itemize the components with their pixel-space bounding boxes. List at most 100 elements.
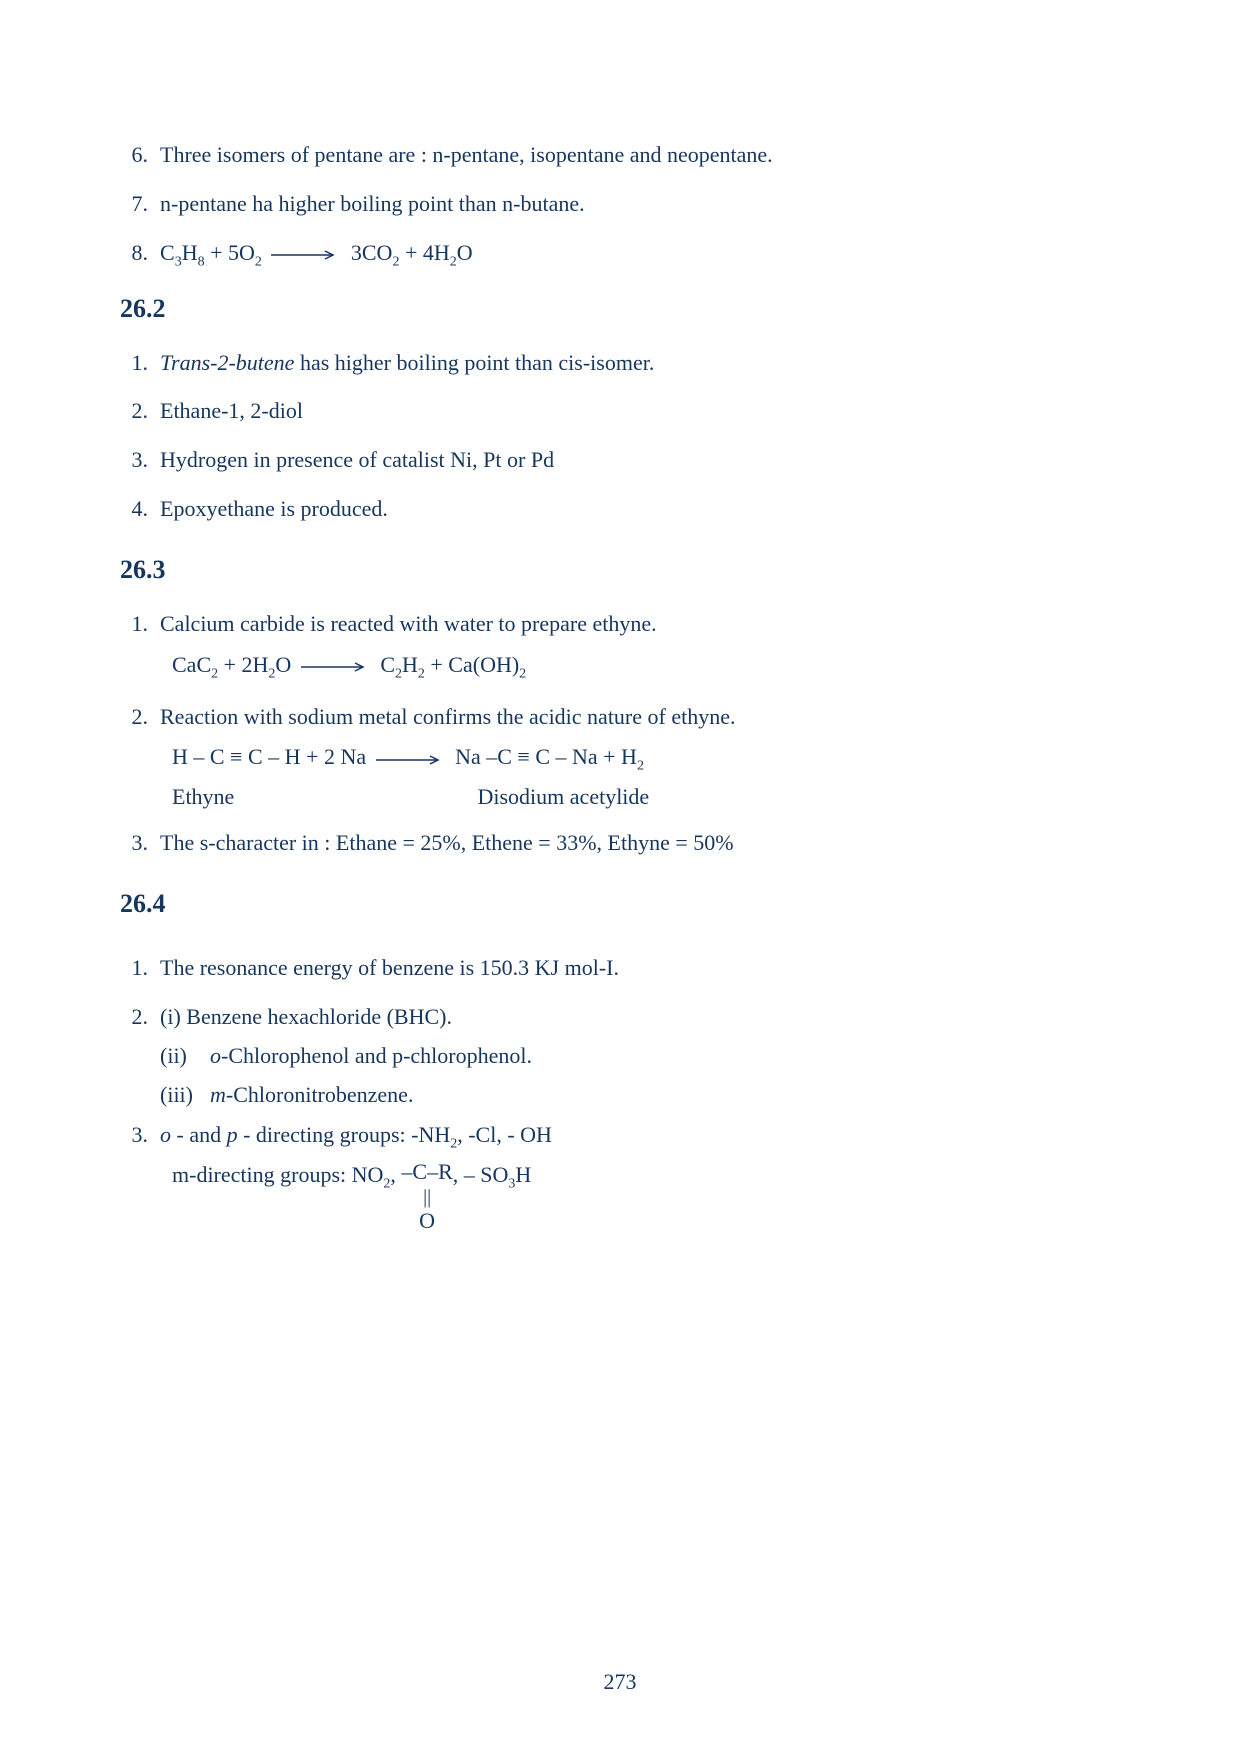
subscript: 2	[395, 666, 402, 681]
structure-bond: ||	[423, 1186, 431, 1208]
equation-labels: Ethyne Disodium acetylide	[172, 784, 1120, 810]
text-part: has higher boiling point than cis-isomer…	[294, 350, 654, 375]
eq-part: O	[275, 652, 296, 677]
chemical-equation: CaC2 + 2H2O C2H2 + Ca(OH)2	[172, 650, 1120, 684]
label-text: Ethyne	[172, 784, 472, 810]
text-part: , -Cl, - OH	[457, 1122, 552, 1147]
list-item: 1. Calcium carbide is reacted with water…	[120, 609, 1120, 684]
eq-part: C	[380, 652, 395, 677]
text-part: - and	[171, 1122, 227, 1147]
item-text: Trans-2-butene has higher boiling point …	[160, 348, 654, 379]
arrow-icon	[271, 239, 341, 270]
section-264-list: 1. The resonance energy of benzene is 15…	[120, 953, 1120, 1233]
item-text: Reaction with sodium metal confirms the …	[160, 702, 736, 733]
item-number: 2.	[120, 1004, 160, 1030]
item-number: 2.	[120, 398, 160, 424]
item-number: 1.	[120, 350, 160, 376]
item-number: 7.	[120, 191, 160, 217]
italic-term: o	[160, 1122, 171, 1147]
item-text: Epoxyethane is produced.	[160, 494, 388, 525]
list-item: 3. The s-character in : Ethane = 25%, Et…	[120, 828, 1120, 859]
subscript: 2	[519, 666, 526, 681]
eq-part: C	[160, 240, 175, 265]
eq-part: + Ca(OH)	[425, 652, 519, 677]
page-number: 273	[0, 1669, 1240, 1695]
sub-item: (ii) o-Chlorophenol and p-chlorophenol.	[160, 1041, 1120, 1072]
section-heading: 26.3	[120, 555, 1120, 585]
item-subline: m-directing groups: NO2, –C–R||O, – SO3H	[172, 1160, 1120, 1233]
list-item: 7. n-pentane ha higher boiling point tha…	[120, 189, 1120, 220]
eq-part: H – C ≡ C – H + 2 Na	[172, 744, 372, 769]
list-item: 1. Trans-2-butene has higher boiling poi…	[120, 348, 1120, 379]
item-number: 3.	[120, 830, 160, 856]
arrow-icon	[301, 651, 371, 682]
eq-part: 3CO	[351, 240, 393, 265]
text-part: -Chloronitrobenzene.	[226, 1082, 414, 1107]
eq-part: O	[457, 240, 473, 265]
text-part: m-directing groups: NO	[172, 1162, 383, 1187]
text-part: , – SO	[453, 1162, 509, 1187]
subscript: 2	[450, 254, 457, 269]
item-text: Ethane-1, 2-diol	[160, 396, 303, 427]
italic-term: p	[227, 1122, 238, 1147]
eq-part: + 2H	[218, 652, 268, 677]
list-item: 6. Three isomers of pentane are : n-pent…	[120, 140, 1120, 171]
subscript: 8	[198, 254, 205, 269]
item-text: Hydrogen in presence of catalist Ni, Pt …	[160, 445, 554, 476]
chemical-equation: H – C ≡ C – H + 2 Na Na –C ≡ C – Na + H2	[172, 742, 1120, 776]
item-number: 1.	[120, 955, 160, 981]
item-number: 8.	[120, 240, 160, 266]
intro-list: 6. Three isomers of pentane are : n-pent…	[120, 140, 1120, 272]
roman-number: (ii)	[160, 1043, 210, 1069]
item-text: n-pentane ha higher boiling point than n…	[160, 189, 585, 220]
carbonyl-structure: –C–R||O	[401, 1160, 452, 1233]
list-item: 2. Ethane-1, 2-diol	[120, 396, 1120, 427]
text-part: - directing groups: -NH	[238, 1122, 451, 1147]
roman-number: (iii)	[160, 1082, 210, 1108]
subscript: 2	[418, 666, 425, 681]
text-part: -Chlorophenol and p-chlorophenol.	[221, 1043, 532, 1068]
item-number: 1.	[120, 611, 160, 637]
list-item: 4. Epoxyethane is produced.	[120, 494, 1120, 525]
eq-part: H	[182, 240, 198, 265]
subscript: 2	[255, 254, 262, 269]
item-text: (i) Benzene hexachloride (BHC).	[160, 1002, 452, 1033]
sub-item: (iii) m-Chloronitrobenzene.	[160, 1080, 1120, 1111]
list-item: 2. Reaction with sodium metal confirms t…	[120, 702, 1120, 811]
structure-bottom: O	[419, 1208, 435, 1233]
text-part: H	[515, 1162, 531, 1187]
subscript: 3	[175, 254, 182, 269]
item-text: The s-character in : Ethane = 25%, Ethen…	[160, 828, 734, 859]
section-heading: 26.4	[120, 889, 1120, 919]
item-text: m-Chloronitrobenzene.	[210, 1080, 413, 1111]
section-262-list: 1. Trans-2-butene has higher boiling poi…	[120, 348, 1120, 525]
item-number: 6.	[120, 142, 160, 168]
item-number: 2.	[120, 704, 160, 730]
italic-term: m	[210, 1082, 226, 1107]
list-item: 8. C3H8 + 5O2 3CO2 + 4H2O	[120, 238, 1120, 272]
eq-part: Na –C ≡ C – Na + H	[455, 744, 637, 769]
label-text: Disodium acetylide	[478, 784, 650, 809]
eq-part: + 4H	[399, 240, 449, 265]
section-263-list: 1. Calcium carbide is reacted with water…	[120, 609, 1120, 859]
item-number: 3.	[120, 447, 160, 473]
eq-part: H	[402, 652, 418, 677]
item-text: Three isomers of pentane are : n-pentane…	[160, 140, 773, 171]
chemical-equation: C3H8 + 5O2 3CO2 + 4H2O	[160, 238, 473, 272]
text-part: ,	[390, 1162, 401, 1187]
italic-term: Trans-2-butene	[160, 350, 294, 375]
subscript: 2	[637, 759, 644, 774]
item-number: 4.	[120, 496, 160, 522]
italic-term: o	[210, 1043, 221, 1068]
list-item: 3. Hydrogen in presence of catalist Ni, …	[120, 445, 1120, 476]
list-item: 2. (i) Benzene hexachloride (BHC). (ii) …	[120, 1002, 1120, 1110]
item-text: o-Chlorophenol and p-chlorophenol.	[210, 1041, 532, 1072]
item-text: The resonance energy of benzene is 150.3…	[160, 953, 619, 984]
item-number: 3.	[120, 1122, 160, 1148]
list-item: 3. o - and p - directing groups: -NH2, -…	[120, 1120, 1120, 1233]
list-item: 1. The resonance energy of benzene is 15…	[120, 953, 1120, 984]
item-text: o - and p - directing groups: -NH2, -Cl,…	[160, 1120, 552, 1154]
eq-part: CaC	[172, 652, 211, 677]
section-heading: 26.2	[120, 294, 1120, 324]
eq-part: + 5O	[205, 240, 255, 265]
